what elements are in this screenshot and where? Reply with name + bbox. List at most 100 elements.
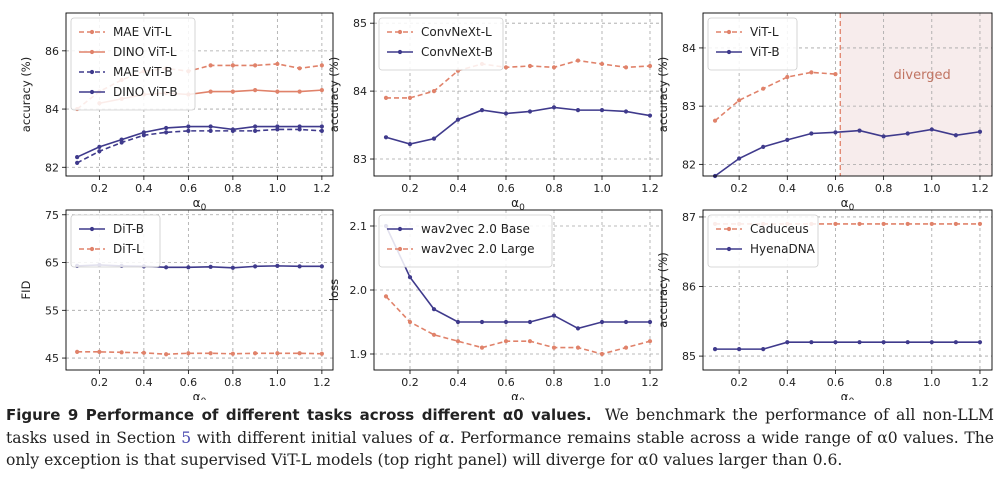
data-point	[186, 128, 191, 133]
data-point	[857, 128, 862, 133]
x-tick-label: 0.6	[827, 376, 845, 389]
caption-alpha: α	[439, 428, 450, 447]
data-point	[164, 352, 169, 357]
data-point	[164, 265, 169, 270]
chart-panel-3: 0.2 0.4 0.6 0.8 1.0 1.2828384divergedα0accura…	[656, 12, 993, 213]
data-point	[297, 89, 302, 94]
legend-label-1: ViT-L	[750, 25, 779, 39]
x-tick-label: 1.2	[971, 376, 989, 389]
data-point	[527, 63, 533, 69]
y-tick-label: 83	[353, 153, 367, 166]
legend-marker-2	[397, 49, 403, 55]
data-point	[809, 340, 814, 345]
y-axis-label: accuracy (%)	[19, 57, 33, 132]
x-tick-label: 0.6	[180, 182, 198, 195]
legend-label-4: DINO ViT-B	[113, 85, 178, 99]
data-point	[383, 135, 389, 140]
data-point	[503, 65, 509, 70]
data-point	[647, 339, 653, 344]
data-point	[833, 130, 838, 135]
x-tick-label: 0.8	[875, 182, 893, 195]
legend-label-2: HyenaDNA	[750, 242, 816, 256]
caption-section-link[interactable]: 5	[181, 428, 192, 447]
data-point	[905, 221, 910, 227]
series-line-2	[715, 341, 980, 350]
x-tick-label: 0.2	[91, 182, 109, 195]
data-point	[599, 108, 605, 113]
data-point	[712, 118, 718, 123]
data-point	[785, 74, 790, 80]
data-point	[75, 154, 80, 160]
axes-frame	[373, 209, 663, 371]
data-point	[164, 130, 169, 135]
data-point	[575, 345, 581, 350]
data-point	[761, 347, 766, 352]
data-point	[953, 340, 958, 345]
legend-label-2: wav2vec 2.0 Large	[421, 242, 534, 256]
data-point	[275, 127, 280, 132]
data-point	[297, 127, 302, 132]
axes-frame	[65, 12, 334, 177]
data-point	[551, 313, 557, 318]
data-point	[253, 63, 258, 68]
data-point	[479, 319, 485, 325]
x-tick-label: 0.8	[875, 376, 893, 389]
data-point	[551, 65, 557, 70]
legend-marker-2	[89, 246, 95, 252]
data-point	[551, 345, 557, 350]
data-point	[230, 63, 235, 68]
legend-box	[707, 214, 819, 268]
data-point	[479, 108, 485, 113]
legend-box	[378, 17, 504, 71]
x-axis-label: α0	[511, 390, 525, 400]
data-point	[809, 131, 814, 136]
diverged-region	[840, 13, 992, 176]
caption-text-3: . Performance remains stable across a wi…	[6, 428, 994, 470]
data-point	[929, 221, 934, 227]
legend-box	[378, 214, 553, 268]
data-point	[253, 264, 258, 269]
x-tick-label: 1.0	[593, 182, 611, 195]
y-tick-label: 2.1	[350, 220, 368, 233]
data-point	[275, 89, 280, 94]
y-tick-label: 86	[682, 281, 696, 294]
legend-label-2: ConvNeXt-B	[421, 45, 493, 59]
x-tick-label: 0.4	[779, 182, 797, 195]
data-point	[186, 124, 191, 129]
series-line-2	[714, 128, 981, 177]
x-tick-label: 1.2	[313, 376, 331, 389]
data-point	[275, 263, 280, 268]
figure-panels: 0.2 0.4 0.6 0.8 1.0 1.2 82 84 86 α0 accuracy (%) MA…	[19, 12, 993, 400]
data-point	[407, 275, 413, 280]
data-point	[119, 140, 124, 145]
legend-marker-1	[397, 226, 403, 232]
x-tick-label: 1.0	[269, 182, 287, 195]
series-line-2	[77, 351, 322, 356]
data-point	[857, 340, 862, 345]
x-tick-label: 1.2	[641, 182, 659, 195]
y-tick-label: 84	[682, 42, 696, 55]
data-point	[857, 221, 862, 227]
legend-marker-1	[726, 226, 732, 232]
data-point	[253, 88, 258, 93]
data-point	[833, 72, 838, 77]
data-point	[881, 134, 886, 139]
y-tick-label: 1.9	[350, 348, 368, 361]
x-tick-label: 1.0	[923, 182, 941, 195]
data-point	[431, 136, 437, 141]
data-point	[833, 340, 838, 345]
data-point	[929, 340, 934, 345]
data-point	[647, 319, 653, 325]
x-tick-label: 0.4	[779, 376, 797, 389]
data-point	[275, 61, 280, 67]
diverged-label: diverged	[894, 68, 951, 83]
data-point	[75, 349, 80, 354]
x-tick-label: 0.4	[135, 376, 153, 389]
data-point	[527, 319, 533, 325]
data-point	[164, 125, 169, 131]
legend-marker-1	[397, 29, 403, 35]
y-tick-label: 45	[45, 352, 59, 365]
data-point	[431, 89, 437, 94]
chart-panel-6: 0.2 0.4 0.6 0.8 1.0 1.2 85 86 87 α0 accuracy (%) Ca…	[656, 209, 993, 400]
axes-frame	[65, 209, 334, 371]
